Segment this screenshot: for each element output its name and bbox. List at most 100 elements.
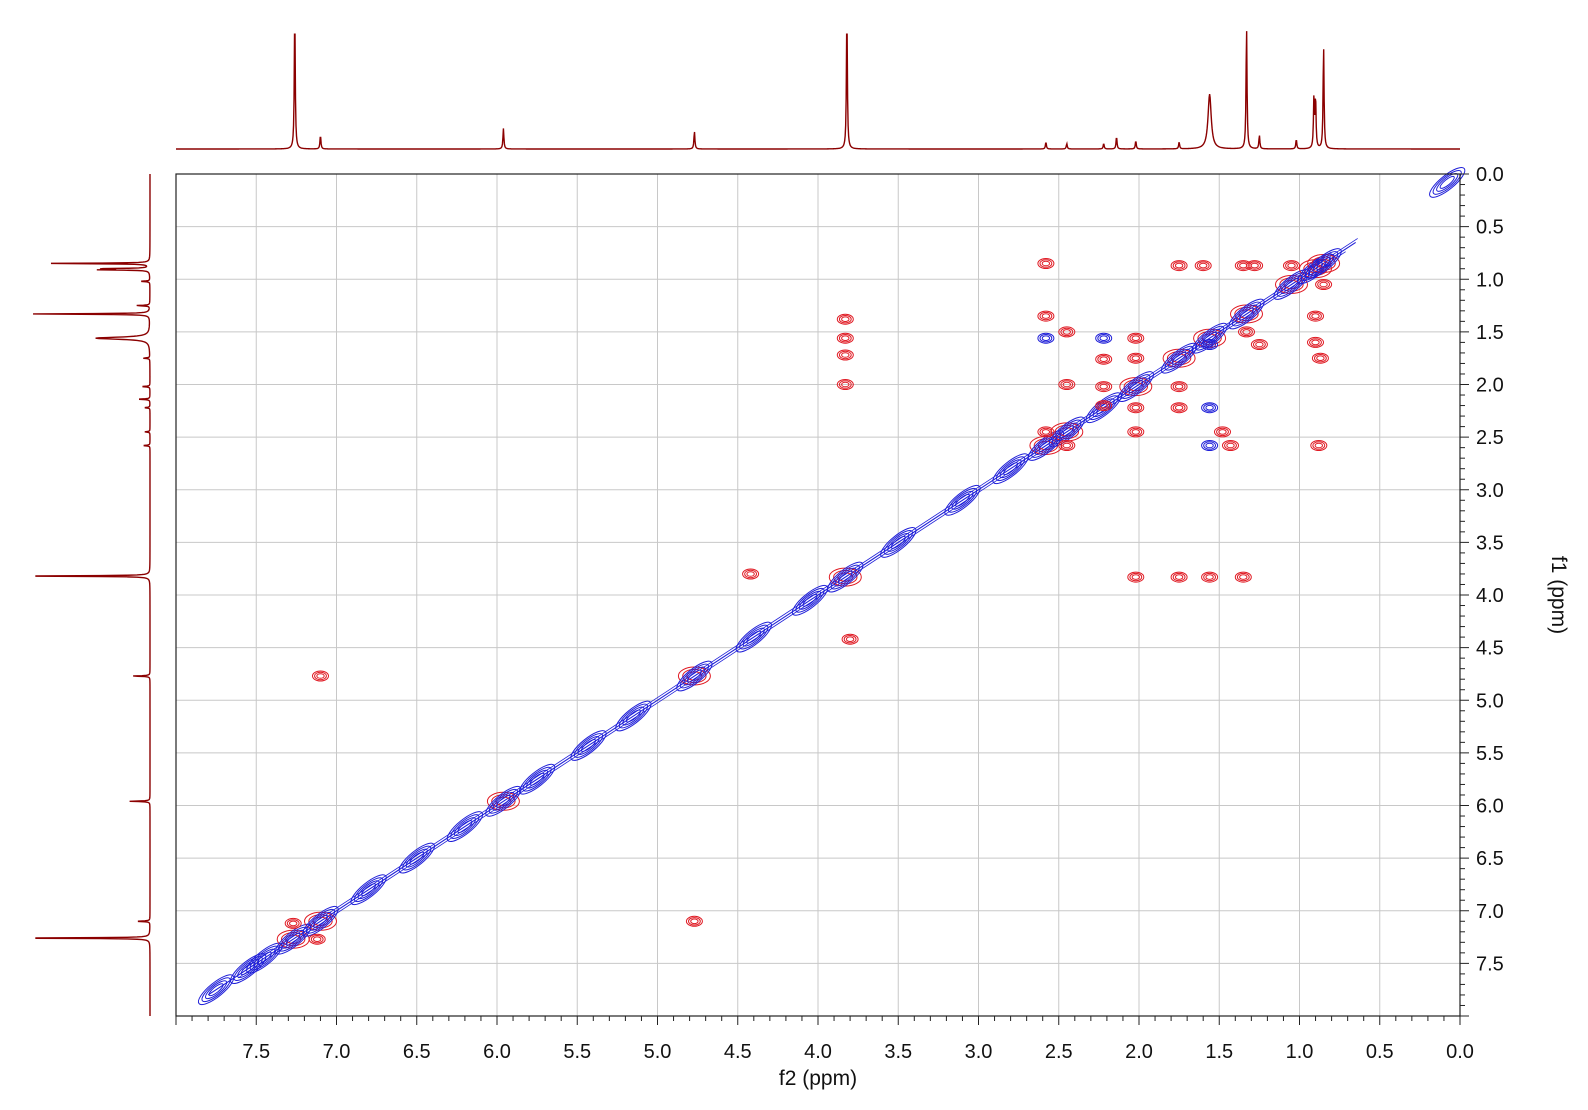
contour-ring bbox=[746, 630, 762, 644]
contour-ring bbox=[284, 917, 302, 929]
contour-ring bbox=[838, 334, 852, 343]
y-tick-label: 7.0 bbox=[1476, 901, 1504, 923]
contour-ring bbox=[409, 851, 425, 865]
contour-ring bbox=[1099, 383, 1108, 390]
diagonal-peak bbox=[992, 453, 1029, 485]
x-tick-label: 4.5 bbox=[724, 1041, 752, 1063]
x-tick-label: 3.0 bbox=[965, 1041, 993, 1063]
contour-ring bbox=[1310, 440, 1328, 451]
contour-ring bbox=[1205, 442, 1214, 449]
contour-ring bbox=[1205, 341, 1214, 348]
contour-ring bbox=[316, 673, 325, 679]
cross-peak bbox=[1201, 339, 1219, 350]
contour-ring bbox=[1058, 379, 1076, 390]
left-projection-spectrum bbox=[33, 174, 151, 1016]
contour-ring bbox=[622, 706, 645, 726]
y-tick-label: 5.0 bbox=[1476, 690, 1504, 712]
contour-ring bbox=[1170, 571, 1188, 583]
y-tick-label: 1.5 bbox=[1476, 322, 1504, 344]
contour-ring bbox=[1060, 327, 1074, 337]
contour-ring bbox=[841, 316, 850, 323]
cross-peak bbox=[1311, 352, 1329, 364]
contour-ring bbox=[1203, 340, 1216, 349]
contour-ring bbox=[1121, 374, 1151, 400]
contour-ring bbox=[795, 587, 825, 613]
cross-peak bbox=[1037, 310, 1055, 322]
contour-ring bbox=[742, 568, 760, 580]
contour-ring bbox=[495, 794, 511, 808]
contour-ring bbox=[1099, 402, 1108, 409]
contour-ring bbox=[1131, 429, 1141, 435]
cross-peak bbox=[1037, 258, 1055, 269]
contour-ring bbox=[1228, 298, 1265, 330]
contour-ring bbox=[1052, 419, 1082, 445]
cross-peak bbox=[1222, 440, 1239, 451]
contour-ring bbox=[240, 962, 256, 976]
cross-peak bbox=[1095, 332, 1113, 344]
contour-ring bbox=[1246, 260, 1264, 272]
x-tick-label: 7.0 bbox=[323, 1041, 351, 1063]
y-tick-label: 3.0 bbox=[1476, 480, 1504, 502]
contour-ring bbox=[1319, 281, 1328, 288]
contour-ring bbox=[1316, 257, 1332, 270]
contour-ring bbox=[1235, 304, 1258, 324]
cross-peak bbox=[1201, 571, 1219, 583]
contour-ring bbox=[518, 763, 556, 795]
contour-ring bbox=[350, 874, 387, 906]
contour-ring bbox=[529, 772, 545, 786]
contour-ring bbox=[999, 459, 1022, 479]
contour-ring bbox=[286, 919, 300, 928]
cross-peak bbox=[1234, 571, 1252, 583]
contour-ring bbox=[838, 350, 852, 360]
contour-ring bbox=[1058, 326, 1076, 338]
contour-ring bbox=[1131, 335, 1141, 342]
y-tick-label: 0.0 bbox=[1476, 164, 1504, 186]
contour-ring bbox=[841, 381, 850, 388]
contour-ring bbox=[887, 532, 910, 552]
contour-ring bbox=[947, 487, 978, 513]
contour-ring bbox=[746, 571, 755, 577]
contour-ring bbox=[1255, 341, 1264, 348]
contour-ring bbox=[1129, 427, 1143, 437]
contour-ring bbox=[580, 739, 597, 752]
contour-ring bbox=[1085, 392, 1122, 424]
contour-ring bbox=[1129, 403, 1143, 412]
x-axis-title: f2 (ppm) bbox=[779, 1067, 857, 1090]
contour-ring bbox=[1285, 261, 1298, 270]
contour-ring bbox=[1097, 355, 1111, 364]
contour-ring bbox=[1199, 262, 1208, 269]
contour-ring bbox=[838, 380, 852, 389]
x-tick-label: 2.0 bbox=[1125, 1041, 1153, 1063]
contour-ring bbox=[1095, 332, 1113, 344]
contour-ring bbox=[1311, 339, 1320, 346]
cross-peak bbox=[1214, 426, 1231, 438]
contour-ring bbox=[1041, 260, 1051, 267]
cross-peak bbox=[312, 670, 329, 682]
contour-ring bbox=[1308, 251, 1339, 276]
contour-ring bbox=[954, 493, 971, 507]
diagonal-peak bbox=[1117, 371, 1154, 402]
diagonal-peak bbox=[791, 584, 829, 616]
cross-peak bbox=[1201, 402, 1219, 414]
contour-ring bbox=[1131, 404, 1141, 411]
cross-peak bbox=[1201, 440, 1219, 451]
cross-peak bbox=[742, 568, 760, 580]
x-axis: 7.5 7.0 6.5 6.0 5.5 5.0 4.5 4.0 3.5 3.0 2.5 2.0 1.5 1… bbox=[175, 1016, 1474, 1063]
contour-ring bbox=[1124, 377, 1147, 397]
diagonal-peak bbox=[570, 730, 607, 761]
diagonal-peak bbox=[1429, 167, 1466, 198]
cross-peak bbox=[1246, 260, 1264, 272]
contour-ring bbox=[1128, 380, 1144, 394]
contour-ring bbox=[1191, 322, 1228, 354]
contour-ring bbox=[880, 527, 917, 558]
contour-ring bbox=[837, 572, 854, 582]
cross-peak bbox=[1058, 440, 1076, 451]
y-tick-label: 5.5 bbox=[1476, 743, 1504, 765]
contour-ring bbox=[1242, 329, 1251, 335]
contour-ring bbox=[1250, 339, 1268, 350]
contour-ring bbox=[1226, 442, 1235, 449]
contour-ring bbox=[1127, 571, 1145, 583]
diagonal-peak bbox=[615, 700, 652, 732]
contour-ring bbox=[1307, 310, 1324, 322]
cross-peak bbox=[1058, 326, 1076, 338]
